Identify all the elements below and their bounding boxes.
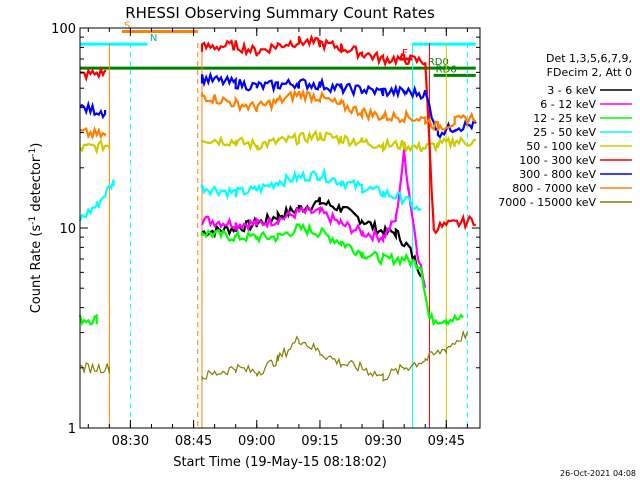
series-line bbox=[78, 166, 422, 222]
legend-entry-label: 7000 - 15000 keV bbox=[498, 196, 596, 209]
series-line bbox=[79, 329, 468, 382]
series-line bbox=[79, 34, 476, 235]
axes-layer: 08:30 08:45 09:00 09:15 09:30 09:45 1 10 100 bbox=[51, 22, 480, 449]
x-tick-label: 08:45 bbox=[175, 434, 212, 449]
x-tick-label: 08:30 bbox=[112, 434, 149, 449]
series-group bbox=[79, 34, 476, 235]
legend-entry-label: 25 - 50 keV bbox=[533, 126, 596, 139]
timestamp: 26-Oct-2021 04:08 bbox=[560, 469, 636, 478]
series-line bbox=[78, 222, 464, 327]
legend-entry-label: 800 - 7000 keV bbox=[512, 182, 596, 195]
series-group bbox=[201, 196, 422, 278]
legend-entry-label: 300 - 800 keV bbox=[519, 168, 596, 181]
flag-label: RD0 bbox=[428, 57, 449, 68]
y-tick-label: 10 bbox=[59, 222, 76, 237]
series-group bbox=[78, 222, 464, 327]
series-layer bbox=[78, 34, 477, 382]
series-line bbox=[201, 196, 422, 278]
legend-entry-label: 6 - 12 keV bbox=[540, 98, 596, 111]
legend-header-line: Det 1,3,5,6,7,9, bbox=[546, 52, 632, 65]
legend-entry-label: 50 - 100 keV bbox=[526, 140, 596, 153]
legend-entry-label: 100 - 300 keV bbox=[519, 154, 596, 167]
chart-title: RHESSI Observing Summary Count Rates bbox=[125, 4, 435, 22]
x-tick-label: 09:00 bbox=[238, 434, 275, 449]
y-tick-label: 100 bbox=[51, 22, 76, 37]
series-line bbox=[79, 88, 477, 141]
x-tick-label: 09:30 bbox=[364, 434, 401, 449]
flag-label: F bbox=[402, 48, 408, 59]
flag-label: N bbox=[150, 33, 157, 44]
series-group bbox=[78, 166, 422, 222]
y-axis-label: Count Rate (s-1 detector-1) bbox=[28, 143, 44, 314]
series-group bbox=[79, 329, 468, 382]
x-tick-label: 09:15 bbox=[301, 434, 338, 449]
x-tick-label: 09:45 bbox=[428, 434, 465, 449]
legend-entry-label: 12 - 25 keV bbox=[533, 112, 596, 125]
series-line bbox=[200, 147, 427, 288]
legend-entry-label: 3 - 6 keV bbox=[547, 84, 596, 97]
series-group bbox=[79, 70, 477, 139]
series-group bbox=[200, 147, 427, 288]
y-tick-label: 1 bbox=[68, 422, 76, 437]
x-axis-label: Start Time (19-May-15 08:18:02) bbox=[173, 455, 387, 470]
legend: Det 1,3,5,6,7,9,FDecim 2, Att 0 3 - 6 keV… bbox=[498, 52, 632, 209]
series-group bbox=[79, 88, 477, 141]
series-line bbox=[79, 70, 477, 139]
flag-label: S bbox=[124, 21, 130, 32]
legend-header-line: FDecim 2, Att 0 bbox=[547, 66, 632, 79]
